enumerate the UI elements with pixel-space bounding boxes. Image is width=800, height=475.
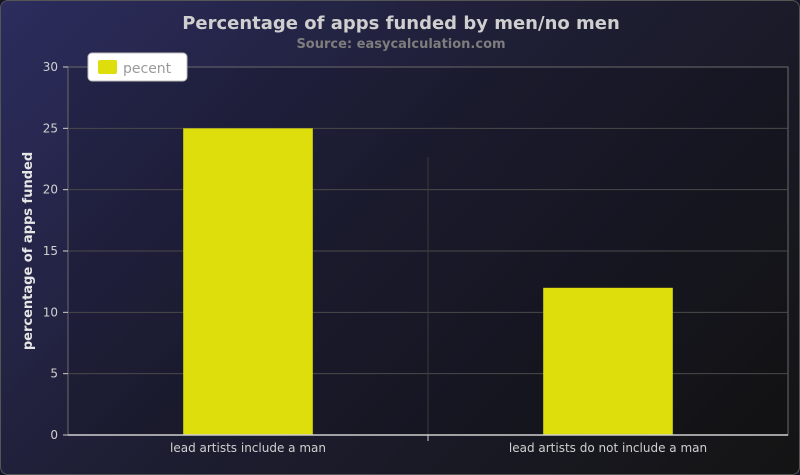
legend[interactable]: pecent <box>87 52 188 82</box>
chart-title: Percentage of apps funded by men/no men <box>182 13 620 34</box>
x-tick-label-1: lead artists do not include a man <box>509 441 707 455</box>
bars <box>183 128 673 435</box>
y-tick-label-1: 5 <box>50 367 58 381</box>
y-tick-label-4: 20 <box>43 183 58 197</box>
x-tick-label-0: lead artists include a man <box>170 441 326 455</box>
y-tick-label-0: 0 <box>50 428 58 442</box>
legend-swatch <box>98 60 117 74</box>
y-tick-label-3: 15 <box>43 244 58 258</box>
bar-0[interactable] <box>183 128 313 435</box>
y-axis-label: percentage of apps funded <box>21 152 36 350</box>
y-tick-label-2: 10 <box>43 305 58 319</box>
y-tick-label-6: 30 <box>43 60 58 74</box>
y-tick-label-5: 25 <box>43 121 58 135</box>
legend-label: pecent <box>123 61 172 77</box>
y-axis-ticks: 0 5 10 15 20 25 30 <box>43 60 68 442</box>
x-axis-ticks: lead artists include a man lead artists d… <box>170 441 707 455</box>
chart-subtitle: Source: easycalculation.com <box>296 37 505 52</box>
bar-1[interactable] <box>543 287 673 435</box>
